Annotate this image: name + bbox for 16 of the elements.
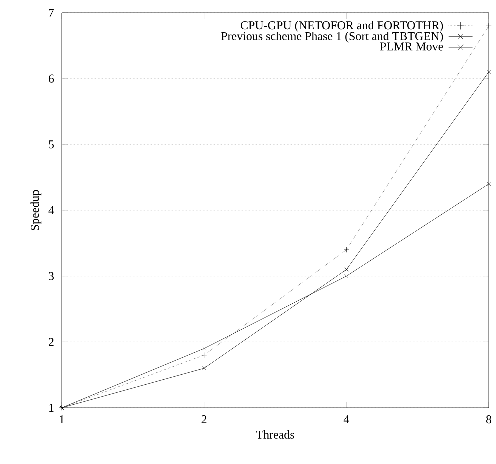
x-tick-label: 1 bbox=[60, 416, 64, 424]
legend-label: CPU-GPU (NETOFOR and FORTOTHR) bbox=[240, 21, 444, 32]
y-tick-label: 3 bbox=[49, 272, 54, 280]
legend-label: PLMR Move bbox=[380, 42, 444, 51]
y-tick-label: 6 bbox=[48, 74, 54, 83]
y-axis-title: Speedup bbox=[30, 190, 42, 230]
x-tick-label: 4 bbox=[344, 416, 350, 424]
y-tick-label: 2 bbox=[49, 338, 54, 346]
y-tick-label: 5 bbox=[49, 140, 54, 149]
x-tick-label: 8 bbox=[486, 416, 492, 424]
x-tick-label: 2 bbox=[202, 416, 207, 424]
y-tick-label: 1 bbox=[50, 404, 54, 412]
y-tick-label: 4 bbox=[48, 206, 54, 214]
y-tick-label: 7 bbox=[49, 9, 54, 17]
legend-label: Previous scheme Phase 1 (Sort and TBTGEN) bbox=[221, 32, 444, 43]
x-axis-title: Threads bbox=[256, 430, 294, 439]
